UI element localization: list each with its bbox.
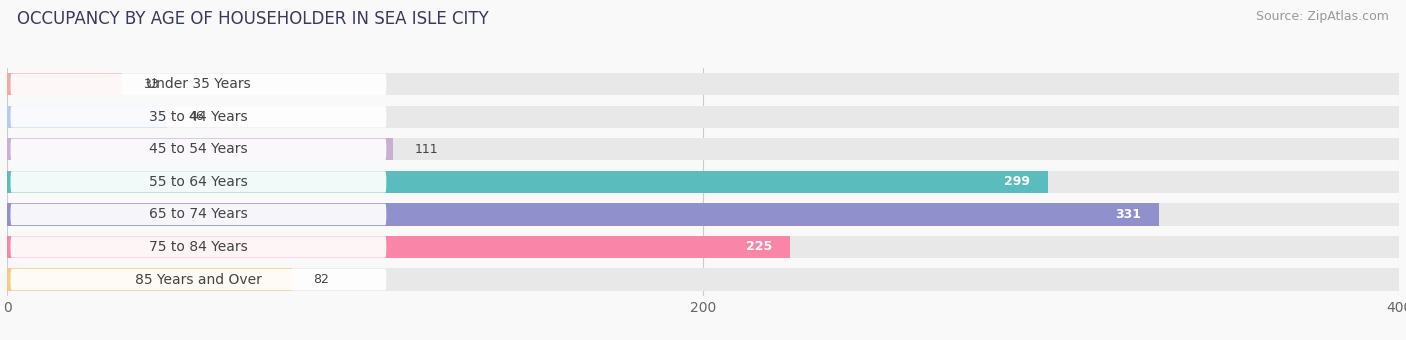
Bar xyxy=(7,171,1399,193)
Text: 75 to 84 Years: 75 to 84 Years xyxy=(149,240,247,254)
Text: 225: 225 xyxy=(747,240,773,254)
Text: Source: ZipAtlas.com: Source: ZipAtlas.com xyxy=(1256,10,1389,23)
Bar xyxy=(7,73,122,95)
FancyBboxPatch shape xyxy=(10,204,387,225)
Bar xyxy=(7,138,394,160)
Bar xyxy=(7,106,1399,128)
Text: 82: 82 xyxy=(314,273,329,286)
Text: 299: 299 xyxy=(1004,175,1031,188)
FancyBboxPatch shape xyxy=(10,236,387,258)
Text: 111: 111 xyxy=(415,143,437,156)
Text: 45 to 54 Years: 45 to 54 Years xyxy=(149,142,247,156)
Text: OCCUPANCY BY AGE OF HOUSEHOLDER IN SEA ISLE CITY: OCCUPANCY BY AGE OF HOUSEHOLDER IN SEA I… xyxy=(17,10,489,28)
Text: 46: 46 xyxy=(188,110,204,123)
Bar xyxy=(7,138,1399,160)
FancyBboxPatch shape xyxy=(10,139,387,160)
Bar xyxy=(7,269,1399,291)
Bar xyxy=(7,236,790,258)
FancyBboxPatch shape xyxy=(10,171,387,193)
Text: 35 to 44 Years: 35 to 44 Years xyxy=(149,110,247,124)
Bar xyxy=(7,236,1399,258)
Bar xyxy=(7,73,1399,95)
Bar xyxy=(7,171,1047,193)
FancyBboxPatch shape xyxy=(10,106,387,128)
FancyBboxPatch shape xyxy=(10,269,387,290)
Text: 331: 331 xyxy=(1115,208,1142,221)
Text: 33: 33 xyxy=(143,78,159,91)
Bar xyxy=(7,203,1399,225)
Bar xyxy=(7,269,292,291)
Text: 55 to 64 Years: 55 to 64 Years xyxy=(149,175,247,189)
Text: Under 35 Years: Under 35 Years xyxy=(146,77,250,91)
FancyBboxPatch shape xyxy=(10,73,387,95)
Bar xyxy=(7,203,1159,225)
Text: 65 to 74 Years: 65 to 74 Years xyxy=(149,207,247,221)
Bar xyxy=(7,106,167,128)
Text: 85 Years and Over: 85 Years and Over xyxy=(135,273,262,287)
